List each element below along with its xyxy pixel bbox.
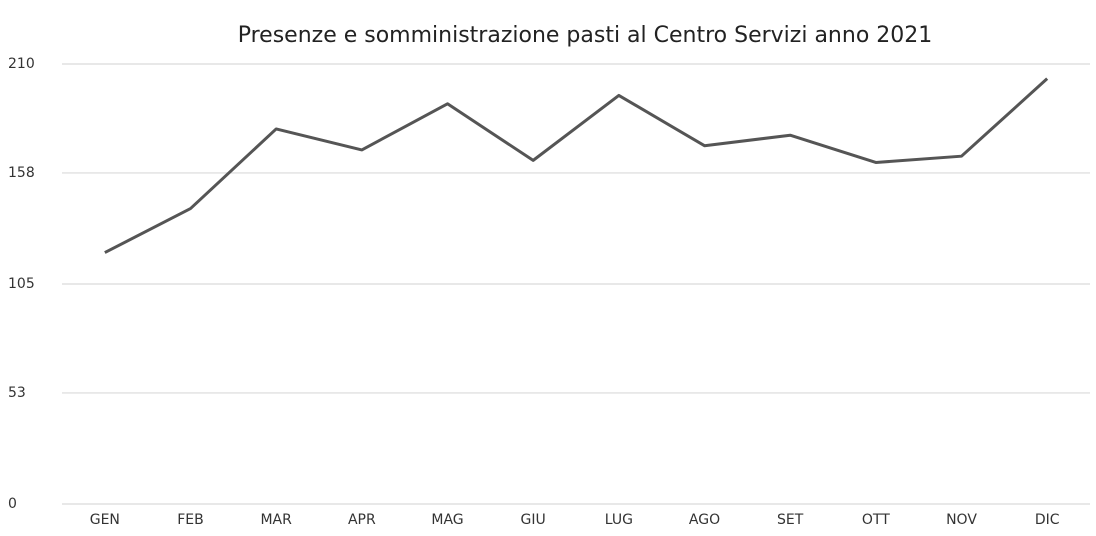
chart-title: Presenze e somministrazione pasti al Cen… — [238, 23, 933, 48]
x-tick-label: APR — [348, 512, 376, 528]
x-tick-label: AGO — [689, 512, 720, 528]
y-tick-label: 210 — [8, 56, 35, 72]
x-tick-label: DIC — [1035, 512, 1060, 528]
y-tick-label: 0 — [8, 496, 17, 512]
x-tick-label: GEN — [90, 512, 120, 528]
x-tick-label: NOV — [946, 512, 977, 528]
x-tick-label: MAG — [431, 512, 463, 528]
x-tick-label: OTT — [862, 512, 890, 528]
x-tick-label: FEB — [177, 512, 204, 528]
y-tick-label: 53 — [8, 385, 26, 401]
x-tick-label: SET — [777, 512, 804, 528]
line-series — [104, 77, 1049, 254]
x-tick-label: MAR — [260, 512, 292, 528]
y-tick-label: 158 — [8, 165, 35, 181]
x-tick-label: LUG — [605, 512, 633, 528]
y-tick-label: 105 — [8, 276, 35, 292]
x-tick-label: GIU — [521, 512, 546, 528]
